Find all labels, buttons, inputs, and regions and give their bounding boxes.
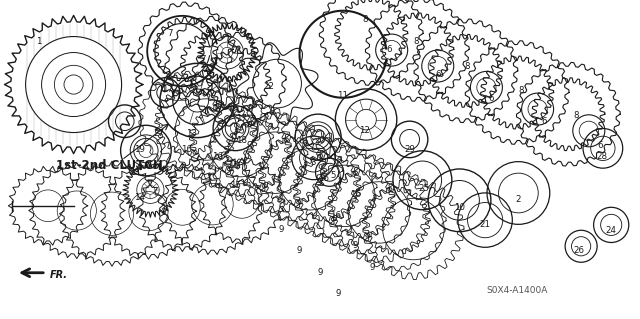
Text: 6: 6: [598, 141, 603, 150]
Text: 7: 7: [167, 29, 172, 38]
Text: FR.: FR.: [50, 270, 68, 280]
Text: S0X4-A1400A: S0X4-A1400A: [486, 286, 548, 295]
Text: 16: 16: [330, 211, 342, 220]
Text: 12: 12: [359, 126, 371, 135]
Text: 9: 9: [335, 289, 340, 298]
Text: 9: 9: [297, 246, 302, 255]
Text: 11: 11: [337, 91, 348, 100]
Text: 16: 16: [228, 161, 239, 170]
Text: 16: 16: [212, 152, 223, 161]
Text: 16: 16: [349, 190, 361, 199]
Text: 17: 17: [162, 85, 173, 94]
Text: 8: 8: [362, 15, 367, 24]
Text: 21: 21: [479, 220, 491, 229]
Text: 10: 10: [454, 203, 465, 212]
Text: 17: 17: [236, 114, 248, 122]
Text: 9: 9: [370, 263, 375, 272]
Text: 8: 8: [573, 111, 579, 120]
Text: 24: 24: [605, 226, 617, 235]
Text: 1st-2nd CLUTCH: 1st-2nd CLUTCH: [56, 160, 163, 172]
Text: 6: 6: [541, 117, 547, 126]
Text: 6: 6: [489, 94, 494, 103]
Text: 22: 22: [263, 82, 275, 91]
Text: 15: 15: [230, 181, 241, 189]
Text: 26: 26: [573, 246, 585, 255]
Text: 23: 23: [129, 168, 140, 177]
Text: 20: 20: [314, 137, 326, 145]
Text: 28: 28: [596, 152, 607, 161]
Text: 6: 6: [436, 70, 441, 78]
Text: 2: 2: [516, 195, 521, 204]
Text: 9: 9: [317, 268, 323, 277]
Text: 17: 17: [212, 104, 223, 113]
Text: 4: 4: [161, 85, 166, 94]
Text: 7: 7: [227, 80, 232, 89]
Text: 27: 27: [153, 130, 164, 138]
Text: 3: 3: [311, 158, 316, 167]
Text: 5: 5: [330, 171, 335, 180]
Text: 18: 18: [236, 136, 248, 145]
Text: 13: 13: [186, 130, 198, 138]
Text: 8: 8: [413, 37, 419, 46]
Text: 9: 9: [279, 225, 284, 234]
Text: 16: 16: [317, 174, 329, 183]
Text: 19: 19: [134, 145, 145, 154]
Text: 29: 29: [404, 145, 415, 154]
Text: 14: 14: [134, 193, 145, 202]
Text: 1: 1: [36, 37, 41, 46]
Text: 16: 16: [181, 145, 193, 154]
Text: 7: 7: [201, 55, 206, 63]
Text: 9: 9: [353, 241, 358, 250]
Text: 8: 8: [519, 86, 524, 95]
Text: 8: 8: [465, 63, 470, 71]
Text: 25: 25: [418, 184, 429, 193]
Text: 6: 6: [387, 45, 392, 54]
